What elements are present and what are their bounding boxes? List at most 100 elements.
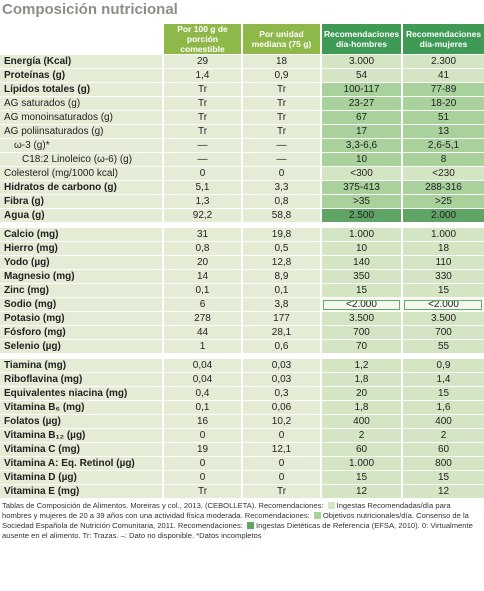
table-row: Zinc (mg) 0,1 0,1 15 15 [0,283,484,298]
cell-value: 1,6 [401,400,484,415]
row-label: Colesterol (mg/1000 kcal) [0,166,163,181]
cell-value: 15 [320,283,402,298]
table-row: C18:2 Linoleico (ω-6) (g) — —10 8 [0,152,484,167]
cell-value: 16 [162,414,242,429]
legend-swatch [247,522,255,529]
cell-value: 3.000 [320,54,402,69]
cell-value: 1,4 [401,372,484,387]
cell-value: 1,3 [162,194,242,209]
cell-value: 12,1 [241,442,321,457]
table-row: ω-3 (g)* — —3,3-6,6 2,6-5,1 [0,138,484,153]
table-row: Fibra (g) 1,3 0,8 >35 >25 [0,194,484,209]
row-label: AG poliinsaturados (g) [0,124,163,139]
gap-cell [0,222,484,228]
cell-value: 0,6 [241,339,321,353]
cell-value: 14 [162,269,242,284]
cell-value: 2.300 [401,54,484,69]
cell-value: 12,8 [241,255,321,270]
cell-value: 12 [320,484,402,498]
cell-value: Tr [162,110,242,125]
cell-value: 0 [162,470,242,485]
cell-value: 8 [401,152,484,167]
cell-value: 110 [401,255,484,270]
table-row: Vitamina B₆ (mg) 0,1 0,06 1,8 1,6 [0,400,484,415]
cell-value: 2.000 [401,208,484,222]
cell-value: 0,9 [401,358,484,373]
row-label: Equivalentes niacina (mg) [0,386,163,401]
cell-value: 0,4 [162,386,242,401]
table-row: Fósforo (mg) 44 28,1 700 700 [0,325,484,340]
row-label: Folatos (µg) [0,414,163,429]
cell-value: 0 [241,166,321,181]
footnote: Tablas de Composición de Alimentos. More… [0,498,484,541]
cell-value: 3,8 [241,297,321,312]
cell-value: 13 [401,124,484,139]
table-row: Sodio (mg) 6 3,8 <2.000 <2.000 [0,297,484,312]
row-label: Fibra (g) [0,194,163,209]
cell-value: 140 [320,255,402,270]
cell-value: 51 [401,110,484,125]
row-label: Yodo (µg) [0,255,163,270]
cell-value: 0,1 [162,283,242,298]
row-label: Vitamina B₆ (mg) [0,400,163,415]
table-row: Vitamina E (mg) Tr Tr 12 12 [0,484,484,498]
table-row: Vitamina D (µg) 0 0 15 15 [0,470,484,485]
cell-value: 400 [401,414,484,429]
cell-value: 1,2 [320,358,402,373]
cell-value: Tr [241,82,321,97]
table-row: Folatos (µg) 16 10,2 400 400 [0,414,484,429]
cell-value: 8,9 [241,269,321,284]
cell-value: 20 [162,255,242,270]
cell-value: 800 [401,456,484,471]
table-row: Vitamina C (mg) 19 12,1 60 60 [0,442,484,457]
cell-value: Tr [241,484,321,498]
cell-value: 177 [241,311,321,326]
cell-value: 44 [162,325,242,340]
cell-value: 17 [320,124,402,139]
cell-value: Tr [241,96,321,111]
cell-value: 0,3 [241,386,321,401]
cell-value: 1,8 [320,372,402,387]
cell-value: 3,3-6,6 [320,138,402,153]
header-row: Por 100 g de porción comestible Por unid… [0,24,484,55]
row-label: Riboflavina (mg) [0,372,163,387]
row-label: Agua (g) [0,208,163,222]
row-label: Sodio (mg) [0,297,163,312]
cell-value: — [241,138,321,153]
footnote-text: Objetivos nutricionales/día. Consenso de… [2,511,469,530]
title: Composición nutricional [2,1,178,18]
table-row: Vitamina A: Eq. Retinol (µg) 0 0 1.000 800 [0,456,484,471]
cell-value: 0 [162,166,242,181]
cell-value: 0,06 [241,400,321,415]
cell-value: 350 [320,269,402,284]
row-label: Vitamina D (µg) [0,470,163,485]
table-row: Vitamina B₁₂ (µg) 0 0 2 2 [0,428,484,443]
row-label: Hidratos de carbono (g) [0,180,163,195]
cell-value: 0 [162,428,242,443]
cell-value: 70 [320,339,402,353]
table-row: AG saturados (g) Tr Tr 23-27 18-20 [0,96,484,111]
cell-value: Tr [162,96,242,111]
cell-value: 330 [401,269,484,284]
cell-value: 0,03 [241,372,321,387]
table-row: AG monoinsaturados (g) Tr Tr 67 51 [0,110,484,125]
cell-value: 1.000 [401,227,484,242]
table-row: Selenio (µg) 1 0,6 70 55 [0,339,484,353]
table-row: Energía (Kcal) 29 18 3.000 2.300 [0,54,484,69]
section-gap [0,222,484,228]
cell-value: <300 [320,166,402,181]
cell-value: 41 [401,68,484,83]
cell-value: 1.000 [320,227,402,242]
cell-value: 2,6-5,1 [401,138,484,153]
cell-value: 3.500 [401,311,484,326]
cell-value: 10,2 [241,414,321,429]
cell-value: 58,8 [241,208,321,222]
cell-value: — [162,138,242,153]
cell-value: 67 [320,110,402,125]
cell-value: 400 [320,414,402,429]
cell-value: 700 [401,325,484,340]
cell-value: 5,1 [162,180,242,195]
row-label: Vitamina A: Eq. Retinol (µg) [0,456,163,471]
cell-value: >35 [320,194,402,209]
